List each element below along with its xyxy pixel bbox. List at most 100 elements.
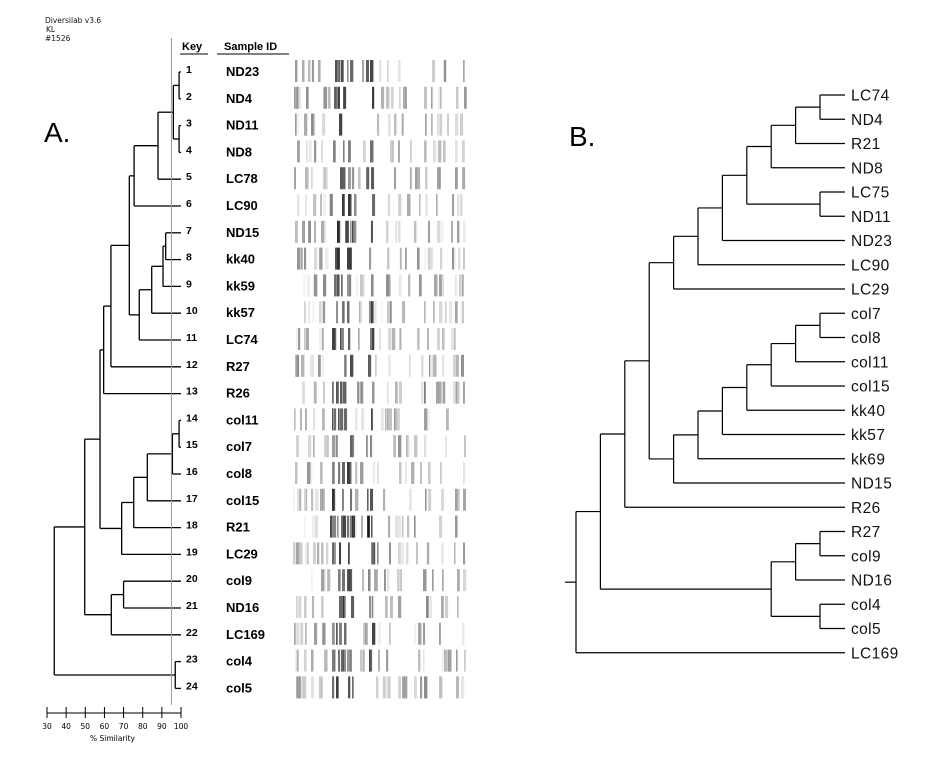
band — [405, 462, 407, 484]
band — [332, 542, 335, 565]
band — [299, 676, 302, 699]
band — [340, 381, 343, 404]
fingerprint-row — [296, 596, 459, 618]
band — [295, 220, 298, 243]
band — [320, 462, 323, 484]
fingerprint-row — [296, 435, 466, 458]
leaf-label: col9 — [851, 548, 881, 565]
key-number: 19 — [186, 546, 198, 558]
band — [330, 194, 333, 216]
band — [366, 435, 368, 458]
band — [464, 649, 466, 672]
band — [441, 274, 445, 297]
band — [348, 194, 351, 216]
band — [355, 488, 359, 511]
band — [333, 462, 335, 484]
band — [453, 354, 457, 377]
band — [395, 220, 398, 243]
band — [332, 435, 336, 458]
band — [350, 354, 354, 377]
band — [341, 60, 344, 82]
band — [391, 86, 394, 109]
band — [349, 569, 353, 592]
band — [386, 274, 389, 297]
band — [419, 194, 421, 216]
key-number: 3 — [186, 118, 192, 130]
band — [454, 542, 456, 565]
band — [350, 515, 353, 538]
band — [456, 676, 460, 699]
band — [360, 274, 364, 297]
band — [400, 328, 402, 350]
band — [371, 274, 374, 297]
band — [341, 515, 344, 538]
band — [462, 274, 464, 297]
band — [325, 247, 329, 270]
band — [454, 328, 456, 350]
key-number: 9 — [186, 278, 192, 290]
band — [302, 220, 306, 243]
band — [457, 596, 459, 618]
band — [462, 622, 465, 645]
band — [294, 408, 296, 431]
band — [366, 60, 369, 82]
band — [386, 649, 389, 672]
band — [441, 542, 444, 565]
fingerprint-row — [297, 140, 465, 163]
band — [361, 408, 365, 431]
band — [298, 86, 301, 109]
band — [354, 515, 357, 538]
band — [318, 354, 321, 377]
band — [374, 301, 377, 324]
band — [424, 676, 428, 699]
sample-id: LC74 — [226, 332, 259, 347]
band — [426, 596, 429, 618]
band — [437, 220, 441, 243]
band — [439, 515, 443, 538]
band — [457, 381, 460, 404]
band — [311, 167, 313, 190]
key-number: 4 — [186, 144, 192, 156]
leaf-label: col15 — [851, 379, 890, 396]
band — [295, 113, 297, 136]
band — [439, 274, 442, 297]
band — [342, 569, 345, 592]
band — [314, 220, 317, 243]
band — [455, 301, 458, 324]
band — [339, 113, 343, 136]
leaf-label: col8 — [851, 330, 881, 347]
fingerprint-row — [294, 622, 465, 645]
band — [317, 542, 320, 565]
band — [313, 542, 316, 565]
band — [311, 113, 314, 136]
band — [347, 515, 350, 538]
band — [370, 435, 373, 458]
axis-label: % Similarity — [90, 734, 136, 743]
band — [376, 676, 379, 699]
band — [371, 301, 374, 324]
fingerprint-row — [293, 488, 466, 511]
band — [447, 649, 449, 672]
band — [371, 515, 373, 538]
band — [342, 328, 344, 350]
band — [319, 247, 322, 270]
band — [424, 301, 426, 324]
band — [332, 328, 336, 350]
sample-id: ND11 — [226, 118, 259, 133]
band — [424, 86, 428, 109]
band — [462, 301, 464, 324]
fingerprint-row — [295, 60, 465, 82]
band — [332, 381, 334, 404]
band — [368, 515, 371, 538]
band — [336, 86, 339, 109]
band — [293, 488, 296, 511]
band — [341, 649, 345, 672]
band — [457, 488, 460, 511]
leaf-label: ND8 — [851, 160, 883, 177]
key-number: 20 — [186, 573, 198, 585]
band — [343, 140, 345, 163]
band — [448, 649, 452, 672]
band — [348, 167, 352, 190]
band — [370, 140, 373, 163]
fingerprint-row — [304, 515, 458, 538]
